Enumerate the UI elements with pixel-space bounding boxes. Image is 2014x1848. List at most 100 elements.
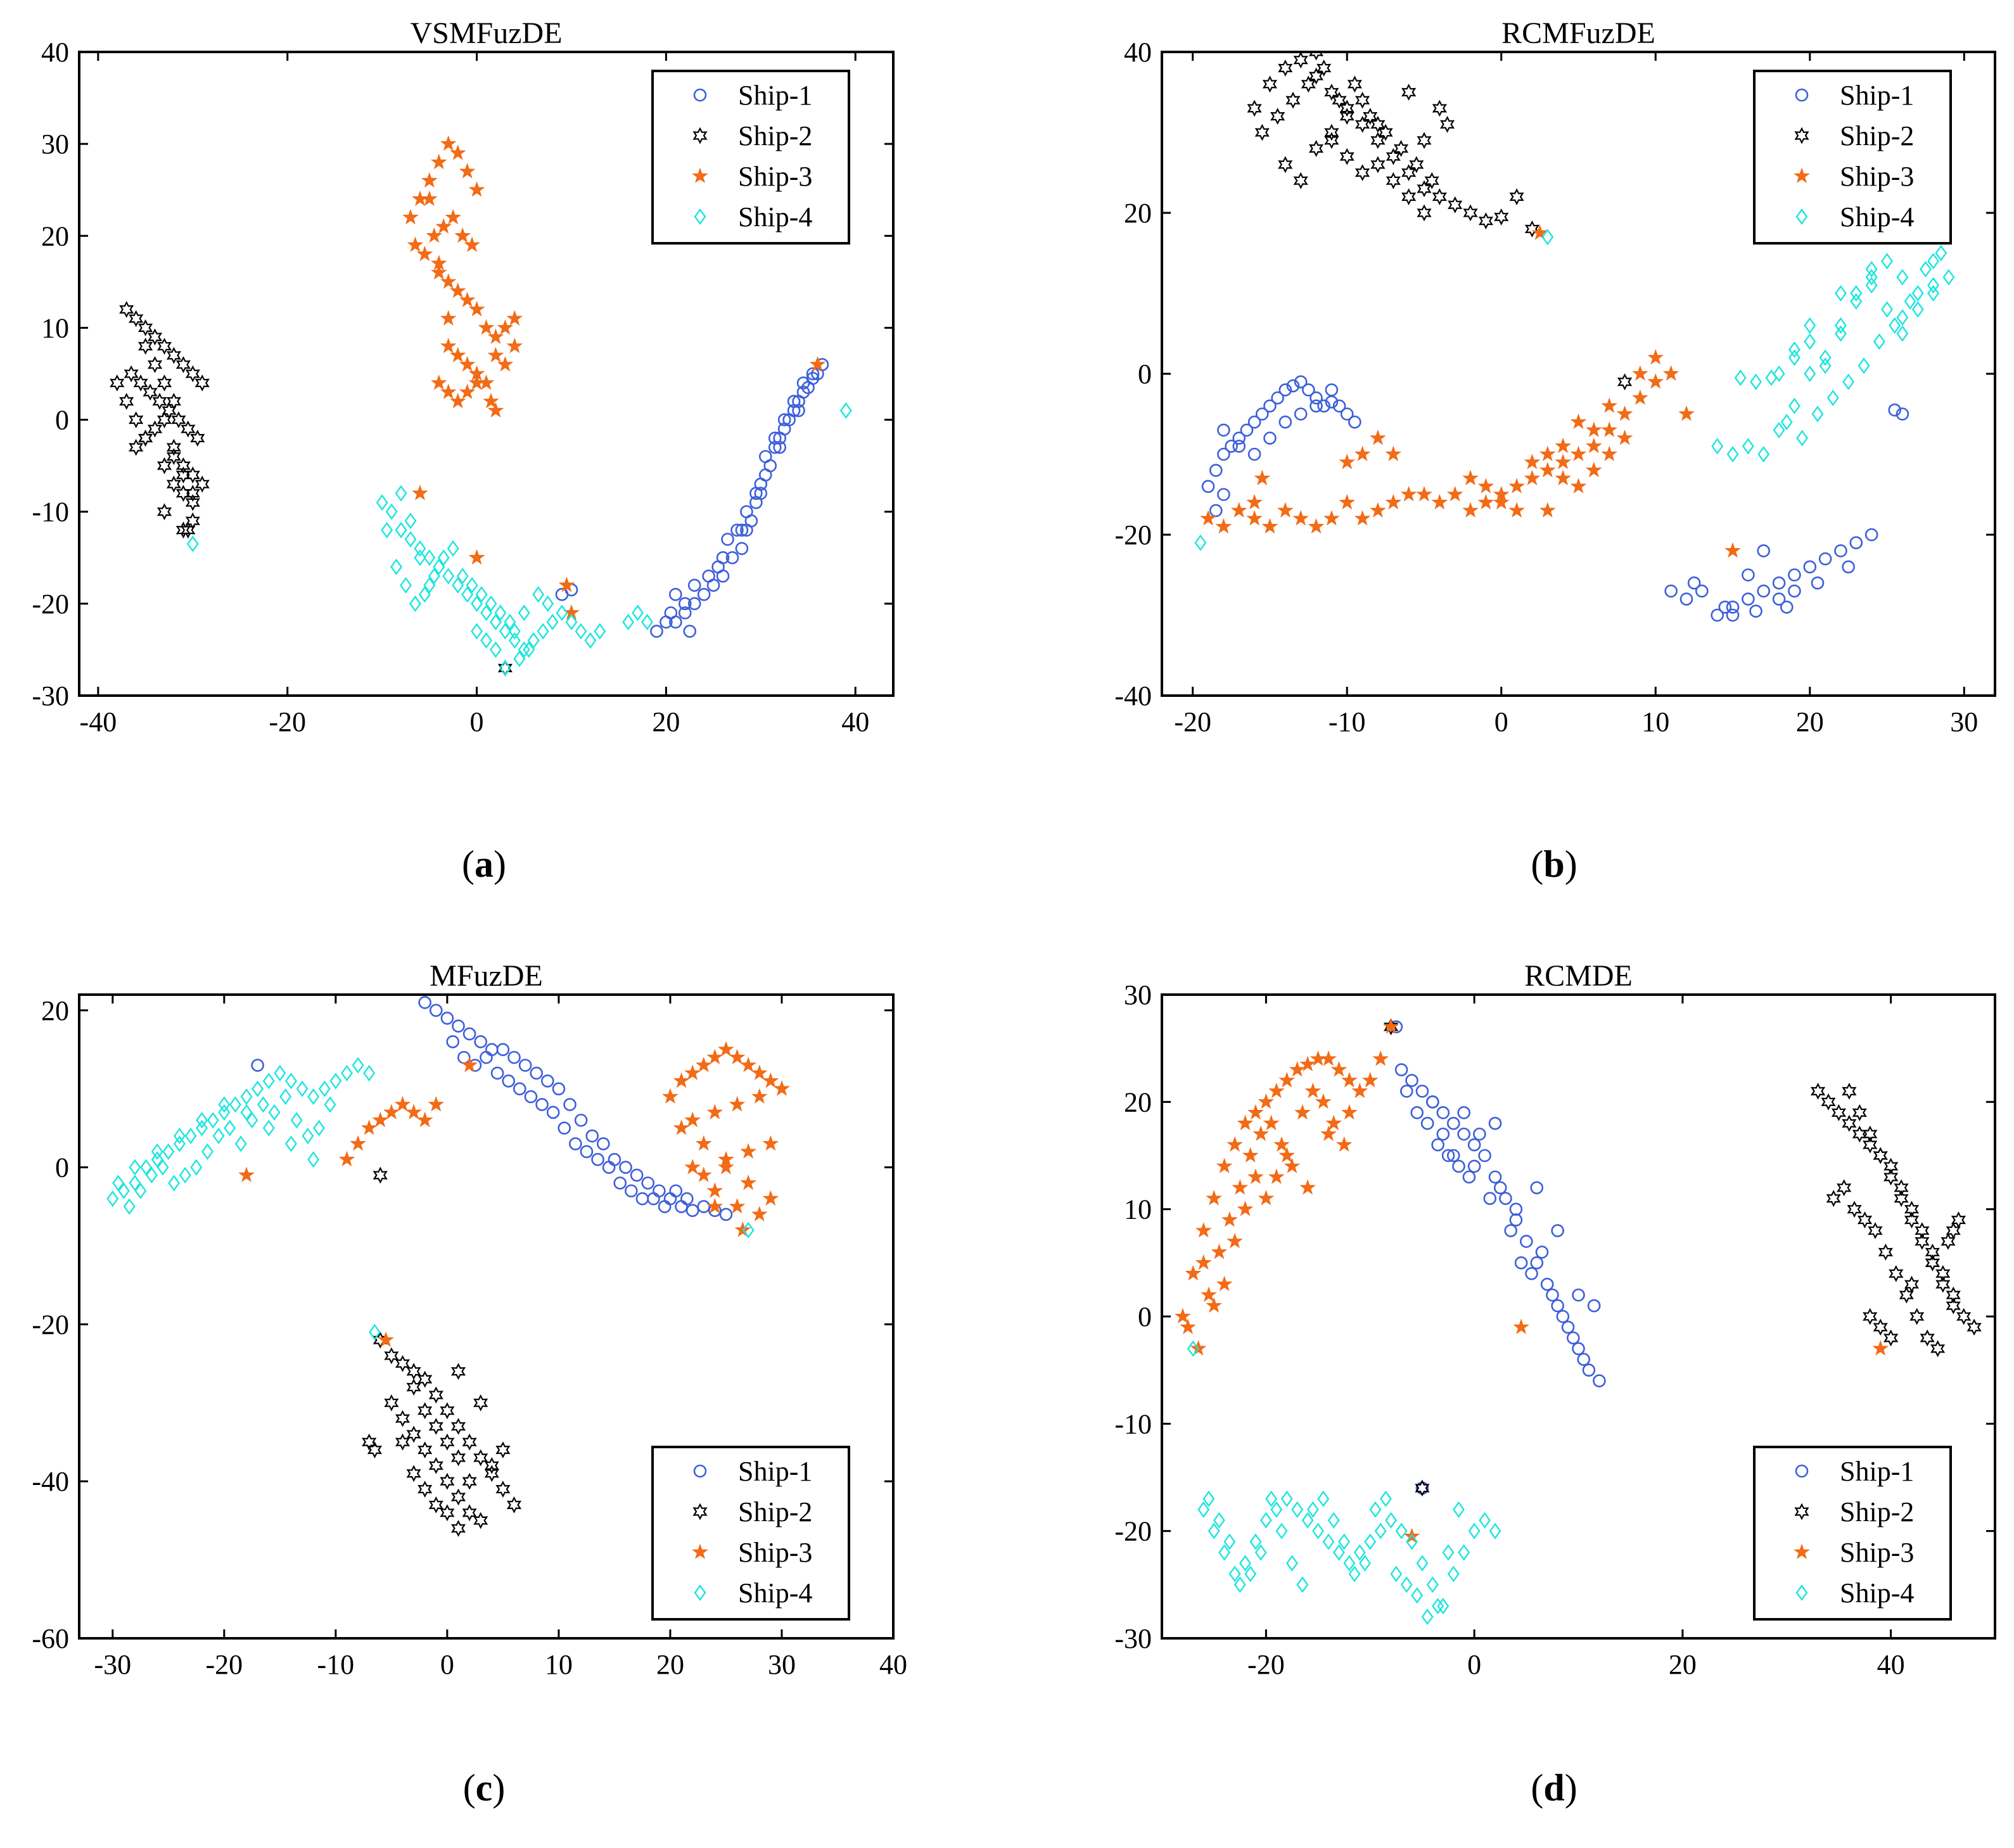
data-point-ship-3 xyxy=(1585,421,1602,437)
data-point-ship-1 xyxy=(1842,560,1855,574)
y-tick-label: -20 xyxy=(1114,519,1152,551)
data-point-ship-2 xyxy=(1363,108,1378,125)
data-point-ship-2 xyxy=(147,328,163,346)
x-tick-label: -30 xyxy=(94,1649,131,1680)
data-point-ship-4 xyxy=(290,1112,303,1129)
x-tick-label: -20 xyxy=(206,1649,243,1680)
data-point-ship-3 xyxy=(1278,1071,1296,1088)
data-point-ship-4 xyxy=(368,1323,381,1341)
data-point-ship-3 xyxy=(1215,518,1232,534)
data-point-ship-3 xyxy=(1206,1297,1223,1313)
data-point-ship-1 xyxy=(1695,584,1709,598)
data-point-ship-2 xyxy=(1915,1222,1930,1239)
data-point-ship-4 xyxy=(584,632,597,649)
data-point-ship-1 xyxy=(613,1176,627,1190)
data-point-ship-1 xyxy=(1530,1181,1544,1195)
data-point-ship-2 xyxy=(1878,1244,1893,1261)
data-point-ship-1 xyxy=(513,1082,526,1095)
data-point-ship-1 xyxy=(1509,1202,1523,1216)
data-point-ship-1 xyxy=(663,1192,677,1206)
data-point-ship-2 xyxy=(185,466,200,484)
data-point-ship-4 xyxy=(1187,1340,1199,1357)
data-point-ship-4 xyxy=(1858,357,1870,374)
data-point-ship-2 xyxy=(1956,1308,1972,1325)
data-point-ship-3 xyxy=(1555,454,1572,469)
data-point-ship-1 xyxy=(1726,608,1740,622)
chart-title: MFuzDE xyxy=(430,959,543,993)
data-point-ship-4 xyxy=(1411,1587,1424,1604)
data-point-ship-2 xyxy=(1842,1114,1857,1132)
data-point-ship-3 xyxy=(440,383,457,399)
data-point-ship-4 xyxy=(466,577,478,594)
data-point-ship-1 xyxy=(1263,431,1277,445)
data-point-ship-1 xyxy=(669,1184,683,1198)
x-tick-label: -20 xyxy=(269,706,306,737)
data-point-ship-2 xyxy=(147,420,163,438)
data-point-ship-4 xyxy=(1270,1501,1283,1518)
data-point-ship-1 xyxy=(1509,1213,1523,1227)
data-point-ship-3 xyxy=(487,328,504,344)
data-point-ship-1 xyxy=(1255,407,1269,421)
data-point-ship-2 xyxy=(156,411,172,428)
data-point-ship-1 xyxy=(541,1074,554,1088)
x-tick-label: -10 xyxy=(317,1649,355,1680)
data-point-ship-4 xyxy=(252,1080,264,1097)
data-point-ship-4 xyxy=(1202,1490,1215,1507)
data-point-ship-1 xyxy=(678,606,692,620)
data-point-ship-3 xyxy=(1382,1018,1399,1034)
legend-label-ship-2: Ship-2 xyxy=(1840,120,1914,151)
data-point-ship-1 xyxy=(490,1066,504,1080)
data-point-ship-3 xyxy=(416,1111,433,1128)
data-point-ship-1 xyxy=(1310,399,1323,413)
data-point-ship-3 xyxy=(1268,1168,1285,1184)
data-point-ship-4 xyxy=(418,586,431,603)
legend-marker-ship-2 xyxy=(1794,127,1809,144)
data-point-ship-3 xyxy=(407,236,424,252)
data-point-ship-1 xyxy=(1803,560,1817,574)
data-point-ship-2 xyxy=(1904,1211,1920,1228)
data-point-ship-4 xyxy=(499,660,511,677)
data-point-ship-4 xyxy=(504,613,516,630)
data-point-ship-4 xyxy=(385,503,398,520)
data-point-ship-2 xyxy=(506,1496,522,1513)
data-point-ship-4 xyxy=(1927,284,1940,302)
data-point-ship-3 xyxy=(751,1064,768,1080)
data-point-ship-3 xyxy=(1601,445,1618,461)
data-point-ship-4 xyxy=(1896,269,1909,286)
data-point-ship-1 xyxy=(1446,1116,1460,1130)
data-point-ship-1 xyxy=(653,1184,666,1198)
series-ship-3 xyxy=(402,135,826,620)
data-point-ship-3 xyxy=(1201,1286,1217,1303)
data-point-ship-3 xyxy=(662,1088,679,1104)
data-point-ship-2 xyxy=(1432,99,1447,117)
data-point-ship-3 xyxy=(1385,445,1402,461)
data-point-ship-2 xyxy=(138,430,153,447)
data-point-ship-3 xyxy=(440,310,457,326)
data-point-ship-2 xyxy=(1439,115,1455,133)
data-point-ship-3 xyxy=(1237,1114,1254,1131)
data-point-ship-2 xyxy=(1852,1125,1867,1143)
legend-label-ship-4: Ship-4 xyxy=(1840,201,1914,233)
data-point-ship-3 xyxy=(1232,1179,1249,1195)
data-point-ship-3 xyxy=(729,1048,746,1065)
data-point-ship-3 xyxy=(430,264,447,280)
series-ship-1 xyxy=(1389,1020,1606,1495)
data-point-ship-3 xyxy=(695,1056,712,1073)
data-point-ship-3 xyxy=(435,218,452,234)
data-point-ship-1 xyxy=(1240,423,1254,437)
data-point-ship-3 xyxy=(459,355,476,372)
data-point-ship-3 xyxy=(1370,502,1386,518)
data-point-ship-3 xyxy=(751,1088,768,1104)
data-point-ship-1 xyxy=(1340,407,1354,421)
data-point-ship-3 xyxy=(695,1135,712,1151)
legend-label-ship-1: Ship-1 xyxy=(738,1456,812,1487)
data-point-ship-3 xyxy=(1493,494,1510,510)
y-tick-label: -20 xyxy=(32,589,69,620)
data-point-ship-3 xyxy=(1230,502,1247,518)
data-point-ship-4 xyxy=(1218,1544,1231,1561)
legend-marker-ship-4 xyxy=(694,1584,706,1602)
data-point-ship-2 xyxy=(384,1394,399,1411)
data-point-ship-3 xyxy=(1320,1050,1337,1066)
data-point-ship-4 xyxy=(1338,1533,1351,1550)
data-point-ship-3 xyxy=(1330,1061,1348,1077)
